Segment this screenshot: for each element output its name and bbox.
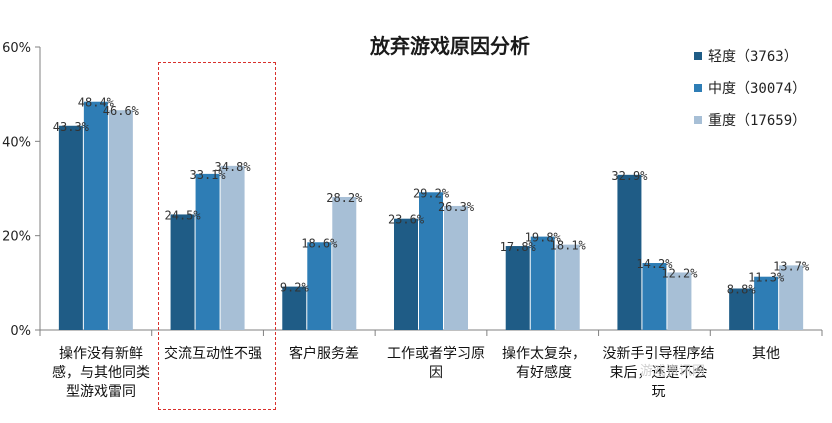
data-label: 17.8% xyxy=(500,240,537,254)
bar xyxy=(108,110,133,330)
legend-item-heavy: 重度（17659） xyxy=(694,104,806,136)
bar xyxy=(332,196,357,330)
data-label: 23.6% xyxy=(388,213,425,227)
category-label-3-line-1: 因 xyxy=(429,365,443,381)
category-label-4-line-1: 有好感度 xyxy=(516,365,572,381)
bar xyxy=(444,205,468,330)
data-label: 43.3% xyxy=(53,120,90,134)
bar xyxy=(307,242,332,330)
legend: 轻度（3763） 中度（30074） 重度（17659） xyxy=(694,40,806,136)
data-label: 48.4% xyxy=(78,96,115,110)
legend-item-light: 轻度（3763） xyxy=(694,40,806,72)
y-tick-label: 20% xyxy=(2,230,31,245)
bar xyxy=(667,272,692,330)
bar xyxy=(195,173,220,330)
category-label-5-line-2: 玩 xyxy=(651,384,666,400)
bar xyxy=(779,265,804,330)
y-tick-label: 0% xyxy=(10,324,31,339)
data-label: 28.2% xyxy=(326,191,363,205)
data-label: 46.6% xyxy=(103,104,140,118)
category-label-0-line-2: 型游戏雷同 xyxy=(66,384,136,400)
category-label-6-line-0: 其他 xyxy=(752,346,780,362)
data-label: 33.1% xyxy=(190,168,227,182)
bar xyxy=(617,174,642,330)
category-label-1-line-0: 交流互动性不强 xyxy=(164,346,262,362)
category-label-5-line-0: 没新手引导程序结 xyxy=(602,346,715,362)
watermark: 游戏资讯网 xyxy=(640,364,706,379)
bar xyxy=(394,218,418,330)
bar xyxy=(282,286,307,330)
legend-swatch-medium xyxy=(694,84,702,92)
bar xyxy=(83,101,108,330)
legend-swatch-heavy xyxy=(694,116,702,124)
legend-label-heavy: 重度（17659） xyxy=(708,113,807,129)
data-label: 8.8% xyxy=(727,282,757,296)
category-label-4-line-0: 操作太复杂， xyxy=(502,346,586,362)
y-tick-label: 40% xyxy=(2,135,31,150)
data-label: 11.3% xyxy=(748,271,785,285)
bar xyxy=(419,192,443,330)
bar xyxy=(530,236,555,330)
category-label-5-line-1: 束后，还是不会 xyxy=(609,365,708,381)
category-label-4: 操作太复杂， 有好感度 xyxy=(489,345,599,383)
bar xyxy=(642,263,667,330)
legend-item-medium: 中度（30074） xyxy=(694,72,806,104)
category-label-0: 操作没有新鲜 感，与其他同类 型游戏雷同 xyxy=(46,345,156,402)
data-label: 18.6% xyxy=(301,236,338,250)
bar xyxy=(729,288,754,330)
data-label: 26.3% xyxy=(438,200,475,214)
category-label-2-line-0: 客户服务差 xyxy=(289,346,359,362)
category-label-0-line-1: 感，与其他同类 xyxy=(52,365,150,381)
legend-label-light: 轻度（3763） xyxy=(708,49,798,65)
data-label: 32.9% xyxy=(611,169,648,183)
bar xyxy=(754,276,779,330)
bar xyxy=(220,165,245,330)
category-label-3: 工作或者学习原 因 xyxy=(381,345,491,383)
data-label: 14.2% xyxy=(636,257,673,271)
category-label-3-line-0: 工作或者学习原 xyxy=(387,346,485,362)
category-label-0-line-0: 操作没有新鲜 xyxy=(59,346,143,362)
data-label: 13.7% xyxy=(773,259,810,273)
legend-swatch-light xyxy=(694,52,702,60)
chart-title: 放弃游戏原因分析 xyxy=(370,34,530,58)
bar xyxy=(505,246,530,330)
data-label: 19.8% xyxy=(525,231,562,245)
data-label: 29.2% xyxy=(413,186,450,200)
bar xyxy=(170,214,195,330)
bar xyxy=(58,125,83,330)
data-label: 34.8% xyxy=(215,160,252,174)
bar xyxy=(555,244,580,330)
category-label-5: 没新手引导程序结 束后，还是不会 玩 xyxy=(596,345,721,402)
category-label-6: 其他 xyxy=(711,345,821,364)
data-label: 9.2% xyxy=(280,281,310,295)
highlight-box xyxy=(158,62,276,410)
y-tick-label: 60% xyxy=(2,41,31,56)
data-label: 12.2% xyxy=(661,266,698,280)
category-label-2: 客户服务差 xyxy=(269,345,379,364)
legend-label-medium: 中度（30074） xyxy=(708,81,807,97)
data-label: 18.1% xyxy=(550,239,587,253)
category-label-1: 交流互动性不强 xyxy=(158,345,268,364)
data-label: 24.5% xyxy=(165,208,202,222)
